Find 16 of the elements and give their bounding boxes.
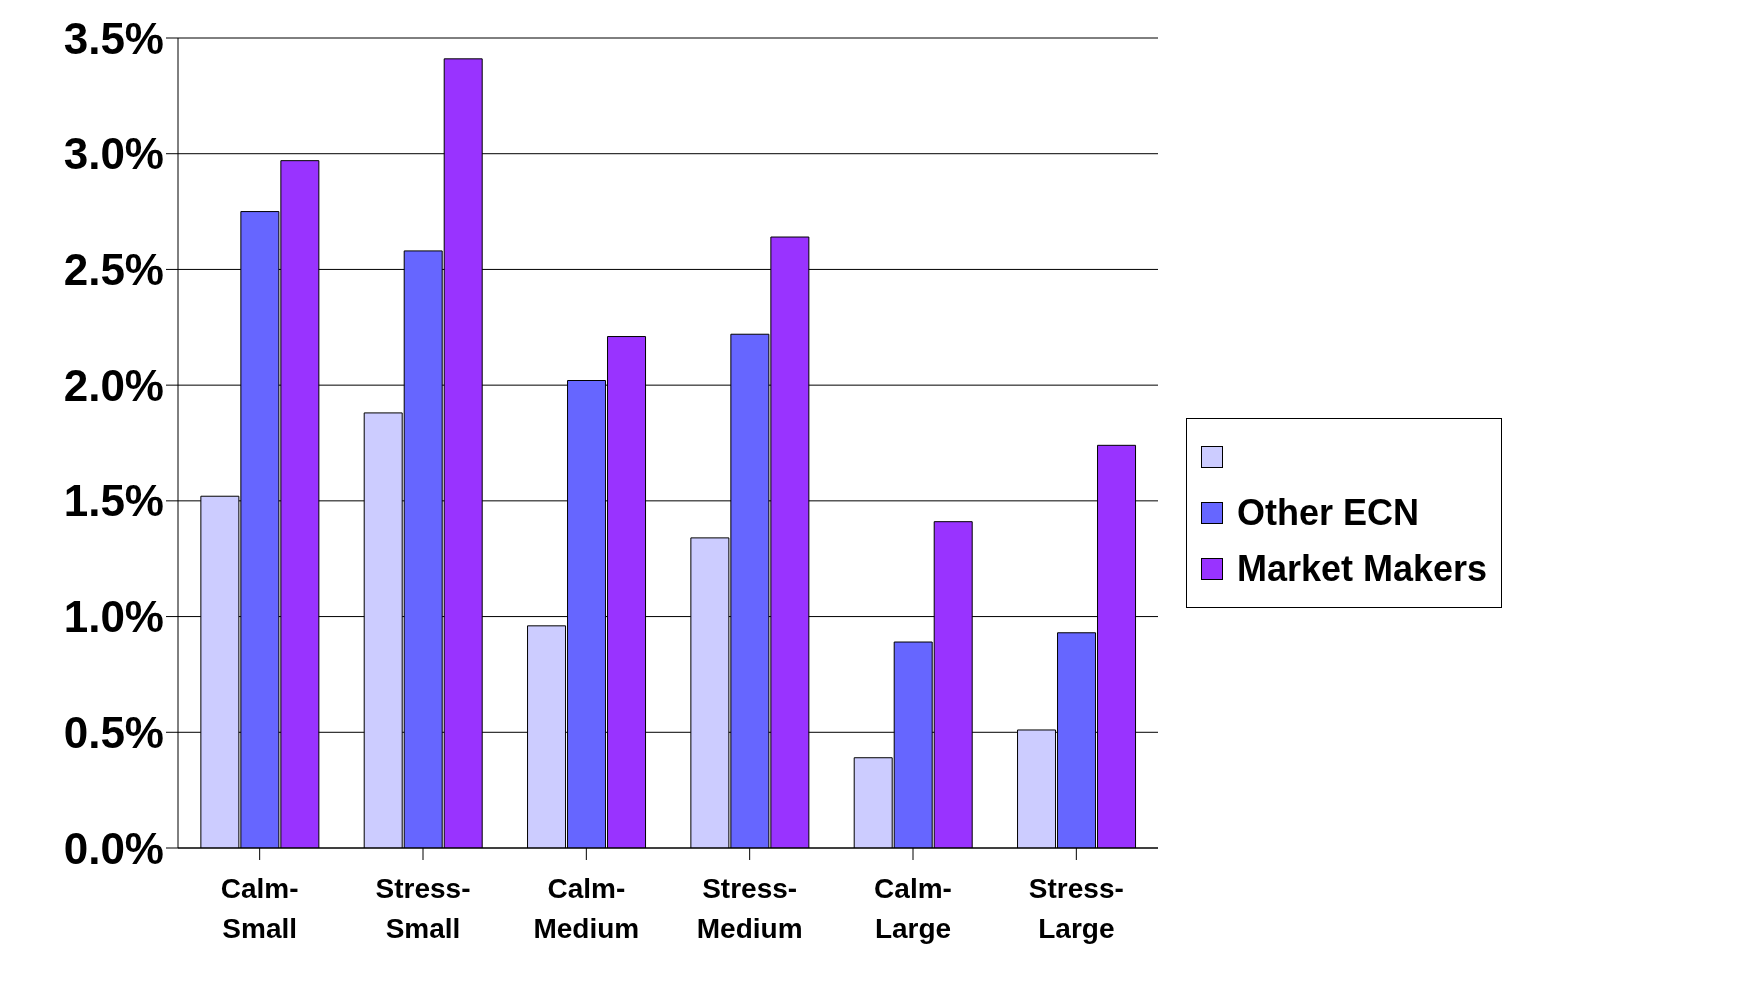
legend-label: Other ECN [1237, 492, 1420, 534]
legend-label: Market Makers [1237, 548, 1488, 590]
x-tick-label: Stress-Large [1028, 873, 1124, 944]
x-tick-label: Calm-Large [874, 873, 952, 944]
x-tick-label: Calm-Medium [533, 873, 640, 944]
x-tick-label: Stress-Small [375, 873, 471, 944]
y-tick-label: 1.5% [63, 476, 164, 526]
y-tick-label: 2.5% [63, 245, 164, 295]
y-tick-label: 0.0% [63, 823, 164, 873]
y-tick-label: 2.0% [63, 360, 164, 410]
x-tick-label: Stress-Medium [696, 873, 803, 944]
y-tick-label: 1.0% [63, 592, 164, 642]
x-tick-label: Calm-Small [220, 873, 299, 944]
y-tick-label: 3.0% [63, 129, 164, 179]
y-tick-label: 3.5% [63, 13, 164, 63]
y-tick-label: 0.5% [63, 707, 164, 757]
